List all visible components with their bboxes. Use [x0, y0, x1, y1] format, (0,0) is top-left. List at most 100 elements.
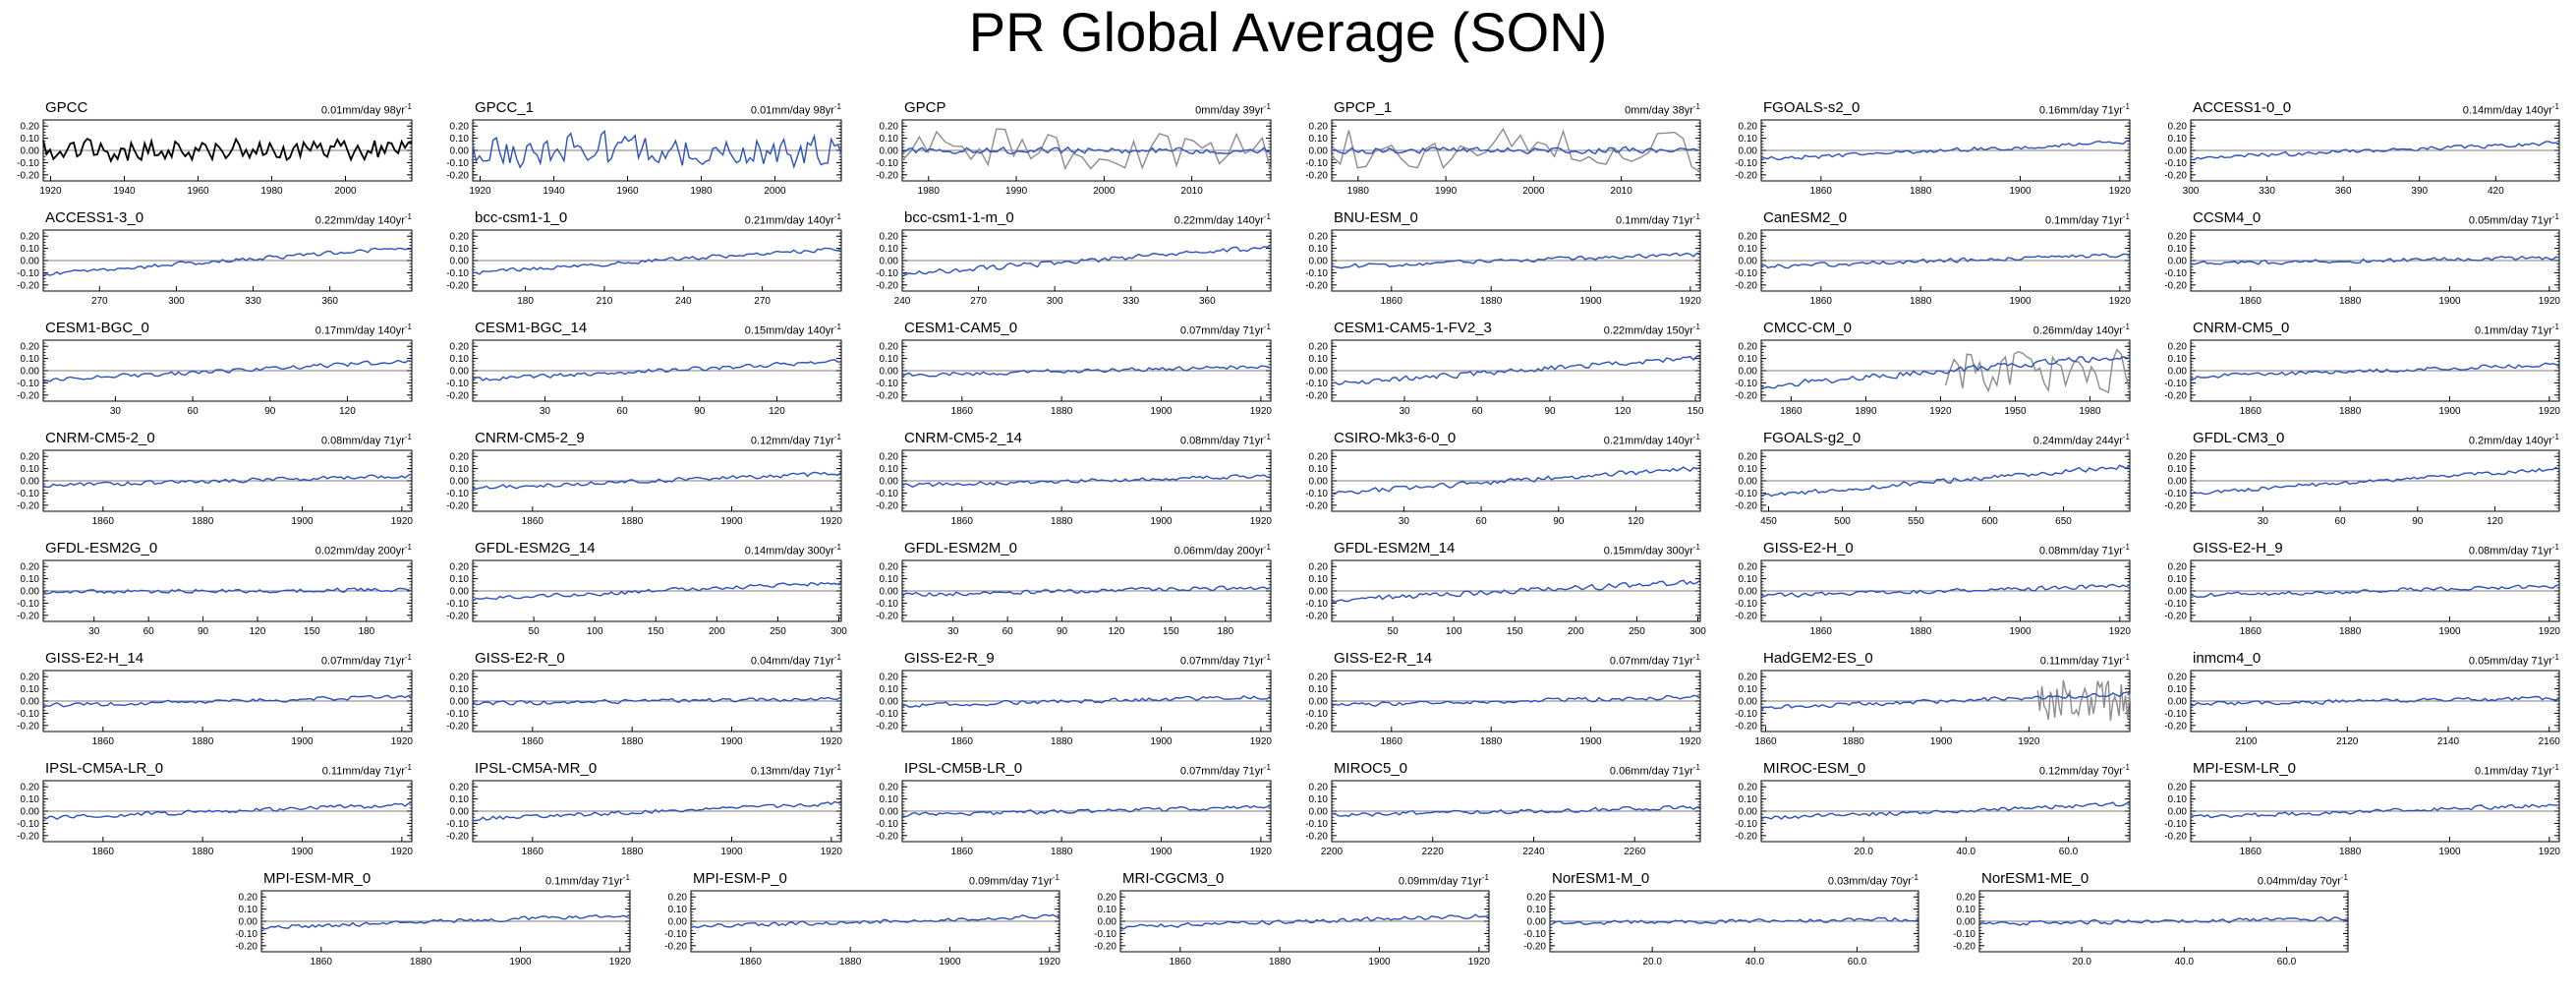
y-tick-label: 0.20 [1309, 673, 1329, 683]
y-tick-label: 0.00 [450, 367, 470, 378]
y-tick-label: 0.20 [1309, 122, 1329, 133]
chart-panel: 0.20 0.10 0.00 -0.10 -0.20 1860 1880 1900 1920 CN… [0, 431, 416, 539]
y-tick-label: 0.00 [880, 257, 899, 267]
x-tick-label: 1860 [951, 516, 974, 527]
chart-svg: 0.200.10 0.00-0.10-0.20 1860 1880 1900 1920 [2164, 559, 2560, 637]
trend-label: 0.09mm/day 71yr-1 [1398, 873, 1489, 888]
x-tick-label: 1980 [1347, 186, 1370, 197]
y-tick-label: -0.10 [876, 489, 898, 499]
series-line [901, 804, 1272, 818]
x-tick-label: 150 [1163, 626, 1179, 637]
x-tick-label: 1980 [690, 186, 713, 197]
x-tick-label: 1860 [2240, 847, 2262, 857]
panel-title: bcc-csm1-1-m_0 [904, 209, 1014, 226]
y-tick-label: -0.20 [446, 721, 469, 732]
y-tick-label: 0.20 [450, 673, 470, 683]
y-tick-label: 0.10 [21, 244, 40, 255]
chart-panel: 0.20 0.10 0.00 -0.10 -0.20 1860 1880 1900 1920 CC… [2147, 210, 2563, 319]
y-tick-label: 0.20 [2168, 452, 2188, 463]
x-tick-label: 1920 [391, 847, 414, 857]
panel-title: CMCC-CM_0 [1763, 320, 1852, 336]
y-tick-label: -0.10 [2164, 819, 2187, 830]
chart-svg: 0.200.10 0.00-0.10-0.20 1860 1880 1900 1920 [235, 890, 631, 967]
chart-panel: 0.20 0.10 0.00 -0.10 -0.20 1920 1940 1960 1980 20… [429, 100, 845, 208]
panel-title: GISS-E2-H_14 [45, 650, 144, 667]
x-tick-label: 1900 [2009, 296, 2032, 307]
x-tick-label: 2260 [1624, 847, 1646, 857]
trend-label: 0.1mm/day 71yr-1 [2475, 322, 2559, 337]
y-tick-label: 0.20 [450, 452, 470, 463]
chart-panel: 0.20 0.10 0.00 -0.10 -0.20 50 100 150 200 250 300 G… [1288, 541, 1706, 649]
series-line [42, 801, 413, 821]
chart-svg: 0.200.10 0.00-0.10-0.20 1860 1880 1900 1920 [876, 780, 1272, 857]
series-line [42, 473, 413, 489]
panel-title: GISS-E2-R_9 [904, 650, 995, 667]
series-line [1760, 691, 2131, 711]
x-tick-label: 2200 [1321, 847, 1344, 857]
chart-svg: 0.200.10 0.00-0.10-0.20 1860 1880 1900 1920 [17, 670, 413, 747]
panel-title: bcc-csm1-1_0 [475, 209, 568, 226]
y-tick-label: 0.10 [2168, 794, 2188, 805]
x-tick-label: 60 [1476, 516, 1488, 527]
chart-svg: 0.200.10 0.00-0.10-0.20 2200 2220 2240 2260 [1305, 780, 1701, 857]
y-tick-label: -0.20 [17, 500, 39, 511]
y-tick-label: 0.00 [450, 697, 470, 708]
x-tick-label: 1900 [291, 516, 314, 527]
chart-panel: 0.20 0.10 0.00 -0.10 -0.20 1860 1880 1900 1920 GI… [1288, 651, 1704, 759]
y-tick-label: 0.00 [1309, 807, 1329, 818]
x-tick-label: 1920 [2109, 626, 2132, 637]
panel-title: CNRM-CM5-2_14 [904, 430, 1023, 446]
y-tick-label: -0.20 [2164, 280, 2187, 291]
y-tick-label: 0.20 [450, 232, 470, 243]
panel-title: HadGEM2-ES_0 [1763, 650, 1873, 667]
y-tick-label: -0.10 [1305, 158, 1328, 169]
x-tick-label: 1920 [821, 736, 843, 747]
y-tick-label: -0.10 [17, 379, 39, 389]
y-tick-label: -0.10 [2164, 158, 2187, 169]
y-tick-label: -0.20 [2164, 500, 2187, 511]
trend-label: 0.06mm/day 200yr-1 [1174, 543, 1271, 557]
x-tick-label: 20.0 [1642, 957, 1662, 967]
x-tick-label: 120 [769, 406, 785, 417]
y-tick-label: -0.20 [876, 390, 898, 401]
y-tick-label: -0.10 [664, 929, 687, 940]
x-tick-label: 330 [1122, 296, 1139, 307]
y-tick-label: -0.20 [17, 611, 39, 621]
y-tick-label: -0.10 [446, 599, 469, 610]
chart-svg: 0.200.10 0.00-0.10-0.20 1860 1880 1900 1920 [446, 780, 842, 857]
x-tick-label: 20.0 [1854, 847, 1873, 857]
chart-panel: 0.20 0.10 0.00 -0.10 -0.20 30 60 90 120 CESM1-BGC… [429, 321, 845, 429]
chart-svg: 0.200.10 0.00-0.10-0.20 1860 1880 1900 1920 [2164, 229, 2560, 307]
panel-title: NorESM1-ME_0 [1981, 870, 2089, 887]
panel-title: GPCC_1 [475, 99, 535, 116]
panel-title: FGOALS-s2_0 [1763, 99, 1860, 116]
x-tick-label: 1920 [2539, 847, 2561, 857]
x-tick-label: 90 [264, 406, 276, 417]
y-tick-label: 0.10 [2168, 134, 2188, 145]
chart-svg: 0.200.10 0.00-0.10-0.20 180 210 240 270 [446, 229, 842, 307]
y-tick-label: -0.10 [2164, 379, 2187, 389]
x-tick-label: 1860 [951, 736, 974, 747]
chart-panel: 0.20 0.10 0.00 -0.10 -0.20 20.0 40.0 60.0 NorESM… [1507, 871, 1922, 979]
y-tick-label: 0.00 [239, 917, 258, 928]
y-tick-label: -0.10 [1305, 268, 1328, 279]
x-tick-label: 1900 [1579, 296, 1602, 307]
y-tick-label: 0.10 [450, 354, 470, 365]
y-tick-label: -0.20 [17, 390, 39, 401]
x-tick-label: 1880 [1051, 736, 1073, 747]
y-tick-label: 0.20 [1527, 893, 1547, 904]
panel-title: GPCC [45, 99, 88, 116]
series-line [1332, 579, 1701, 603]
series-line [901, 365, 1272, 378]
series-line [901, 244, 1272, 276]
y-tick-label: 0.20 [21, 562, 40, 573]
x-tick-label: 60 [188, 406, 200, 417]
panel-title: CanESM2_0 [1763, 209, 1848, 226]
x-tick-label: 650 [2055, 516, 2072, 527]
panel-title: IPSL-CM5B-LR_0 [904, 760, 1023, 777]
chart-svg: 0.200.10 0.00-0.10-0.20 2100 2120 2140 2160 [2164, 670, 2560, 747]
trend-label: 0.04mm/day 70yr-1 [2257, 873, 2348, 888]
panel-title: CNRM-CM5_0 [2193, 320, 2290, 336]
y-tick-label: 0.00 [880, 146, 899, 157]
